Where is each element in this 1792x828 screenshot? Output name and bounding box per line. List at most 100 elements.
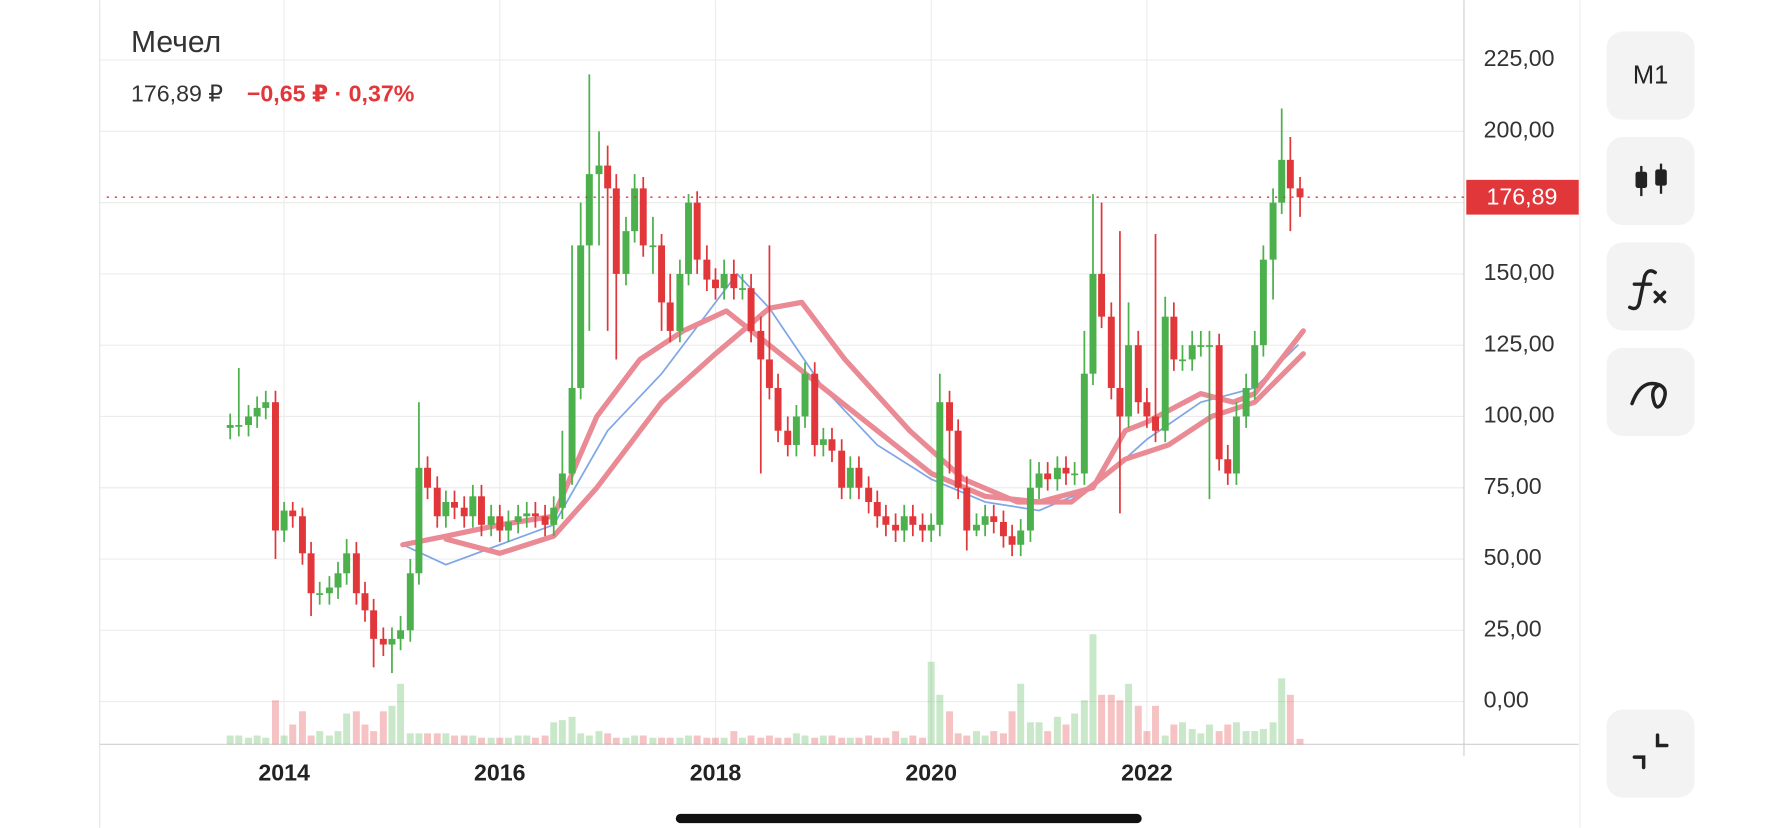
volume-bar: [235, 735, 243, 745]
volume-bar: [550, 722, 558, 745]
y-tick-label: 100,00: [1484, 402, 1555, 428]
volume-bar: [316, 731, 324, 745]
candle-body: [1215, 345, 1223, 460]
volume-bar: [892, 731, 900, 745]
candle-body: [730, 273, 738, 289]
candle-body: [1062, 467, 1070, 474]
candle-body: [307, 553, 315, 594]
interval-button[interactable]: M1: [1606, 31, 1695, 120]
price-change: −0,65 ₽ · 0,37%: [247, 80, 415, 106]
candle-body: [1242, 387, 1250, 417]
volume-bar: [622, 737, 630, 745]
candle-body: [523, 513, 531, 517]
candle-body: [649, 245, 657, 248]
volume-bar: [1026, 722, 1034, 745]
candle-body: [801, 373, 809, 417]
candle-body: [1044, 473, 1052, 480]
candle-body: [1161, 316, 1169, 431]
label-layer: 0,0025,0050,0075,00100,00125,00150,00175…: [106, 45, 1579, 786]
indicators-button[interactable]: [1606, 242, 1695, 331]
volume-bar: [1161, 735, 1169, 745]
button-bg[interactable]: [1606, 136, 1695, 226]
candle-body: [1259, 259, 1267, 346]
candle-body: [253, 407, 261, 417]
button-bg[interactable]: [1606, 709, 1695, 798]
candle-body: [1116, 387, 1124, 417]
candle-body: [424, 467, 432, 488]
candle-body: [720, 273, 728, 289]
candle-body: [262, 402, 270, 408]
volume-bar: [658, 737, 666, 745]
collapse-button[interactable]: [1606, 709, 1695, 798]
volume-bar: [639, 735, 647, 745]
y-tick-label: 150,00: [1484, 259, 1555, 285]
candle-body: [1179, 359, 1186, 362]
icon: [1632, 733, 1669, 770]
volume-bar: [1259, 728, 1267, 745]
candle-body: [415, 467, 423, 574]
volume-bar: [792, 733, 800, 745]
interval-label[interactable]: M1: [1633, 61, 1668, 89]
candle-body: [963, 487, 971, 531]
volume-bar: [1232, 722, 1240, 745]
volume-bar: [784, 737, 792, 745]
draw-button[interactable]: [1606, 347, 1695, 437]
volume-bar: [451, 735, 458, 745]
volume-bar: [954, 733, 962, 745]
candle-body: [496, 516, 504, 531]
volume-bar: [882, 737, 890, 745]
candle-body: [1286, 159, 1294, 189]
volume-bar: [1205, 724, 1213, 745]
volume-bar: [1098, 694, 1106, 745]
volume-bar: [541, 735, 549, 745]
candle-body: [460, 507, 468, 517]
home-indicator: [675, 813, 1142, 824]
candle-body: [245, 416, 252, 426]
button-bg[interactable]: [1606, 242, 1695, 331]
volume-bar: [1286, 694, 1294, 745]
button-bg[interactable]: [1606, 347, 1695, 437]
candle-body: [838, 450, 846, 488]
candle-body: [658, 245, 666, 303]
volume-bar: [531, 737, 539, 745]
candle-body: [631, 188, 639, 232]
volume-bar: [352, 711, 360, 745]
volume-bar: [712, 737, 719, 745]
candle-body: [919, 524, 927, 531]
volume-bar: [774, 737, 782, 745]
candle-body: [819, 439, 827, 445]
volume-bar: [1044, 731, 1052, 745]
candle-body: [1125, 345, 1133, 417]
volume-bar: [577, 733, 585, 745]
candle-body: [1269, 202, 1277, 260]
volume-bar: [738, 737, 746, 745]
candle-body: [703, 259, 711, 280]
volume-bar: [460, 735, 468, 745]
volume-bar: [973, 731, 980, 745]
volume-bar: [1215, 731, 1223, 745]
current-price-label: 176,89: [1486, 184, 1557, 210]
volume-bar: [388, 705, 396, 745]
candle-body: [1017, 530, 1025, 545]
y-tick-label: 75,00: [1484, 473, 1542, 499]
button-bg[interactable]: [1606, 31, 1695, 120]
volume-bar: [612, 737, 620, 745]
candle-body: [451, 501, 458, 508]
chart-type-button[interactable]: [1606, 136, 1695, 226]
x-tick-label: 2018: [690, 760, 742, 786]
volume-bar: [873, 737, 881, 745]
volume-bar: [1242, 731, 1250, 745]
icon: [1655, 169, 1667, 186]
volume-bar: [855, 737, 863, 745]
candle-body: [639, 188, 647, 246]
volume-bar: [819, 735, 827, 745]
candle-body: [1107, 316, 1115, 388]
volume-bar: [1197, 733, 1205, 745]
volume-bar: [379, 711, 387, 745]
candle-body: [604, 165, 612, 189]
volume-bar: [604, 733, 612, 745]
volume-bar: [963, 735, 971, 745]
candle-body: [388, 638, 396, 645]
volume-bar: [558, 720, 566, 745]
